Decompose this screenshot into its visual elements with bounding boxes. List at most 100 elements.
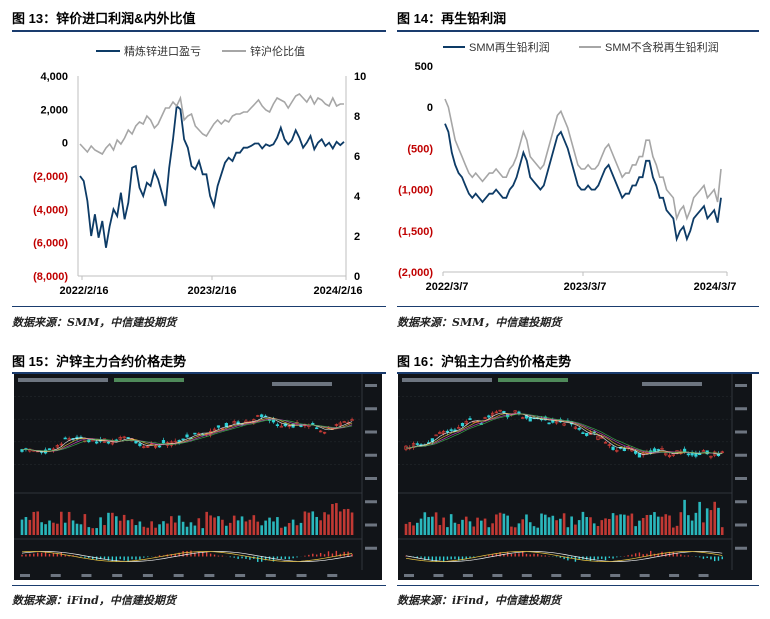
- chart-15-bottom-rule: [12, 585, 386, 586]
- volume-bar: [252, 515, 256, 535]
- volume-bar: [543, 514, 547, 535]
- candle-body: [55, 445, 59, 448]
- price-axis-stub: [365, 384, 377, 387]
- volume-bar: [577, 520, 581, 535]
- price-axis-stub: [365, 477, 377, 480]
- left-tick-label: 4,000: [40, 71, 68, 83]
- volume-bar: [40, 522, 43, 535]
- candle-body: [449, 429, 453, 431]
- volume-bar: [67, 511, 71, 535]
- volume-bar: [311, 511, 315, 535]
- volume-bar: [87, 527, 91, 535]
- date-axis-stub: [492, 574, 503, 577]
- candle-body: [311, 423, 315, 425]
- price-axis-stub: [735, 407, 747, 411]
- candle-body: [686, 453, 690, 456]
- volume-bar: [664, 514, 668, 535]
- volume-bar: [44, 524, 47, 535]
- volume-bar: [566, 527, 570, 535]
- volume-bar: [197, 518, 201, 535]
- price-axis-stub: [365, 523, 377, 527]
- volume-bar: [142, 526, 146, 535]
- moving-average-line: [21, 418, 353, 452]
- volume-bar: [138, 521, 142, 535]
- volume-bar: [189, 522, 193, 535]
- volume-bar: [244, 521, 248, 535]
- price-axis-stub: [735, 453, 747, 457]
- left-tick-label: (2,000): [33, 171, 68, 183]
- candle-body: [142, 446, 146, 449]
- x-tick-label: 2023/3/7: [564, 281, 607, 293]
- chart-13-rule: [12, 30, 386, 32]
- volume-bar: [99, 517, 102, 535]
- volume-bar: [331, 504, 334, 535]
- left-tick-label: (1,000): [398, 185, 433, 197]
- volume-bar: [551, 515, 555, 535]
- moving-average-line: [21, 417, 353, 452]
- candle-body: [334, 424, 338, 426]
- volume-bar: [502, 513, 506, 535]
- volume-bar: [166, 523, 169, 535]
- volume-bar: [626, 515, 630, 535]
- volume-bar: [438, 525, 442, 535]
- volume-bar: [217, 516, 220, 535]
- volume-bar: [408, 522, 412, 535]
- volume-bar: [698, 501, 701, 535]
- date-axis-stub: [265, 574, 276, 577]
- candle-body: [319, 430, 323, 433]
- volume-bar: [75, 523, 79, 535]
- volume-bar: [570, 516, 573, 535]
- volume-bar: [118, 520, 122, 535]
- candle-body: [122, 436, 126, 439]
- candle-body: [138, 443, 142, 446]
- candle-body: [181, 438, 185, 441]
- x-tick-label: 2022/2/16: [60, 285, 109, 296]
- candle-body: [236, 421, 240, 425]
- date-axis-stub: [404, 574, 414, 577]
- price-axis-stub: [365, 453, 377, 457]
- date-axis-stub: [296, 574, 307, 577]
- volume-bar: [615, 515, 619, 535]
- date-axis-stub: [669, 574, 680, 577]
- volume-bar: [574, 524, 577, 535]
- volume-bar: [468, 521, 472, 535]
- volume-bar: [335, 503, 338, 535]
- series-line-1: [444, 123, 722, 243]
- volume-bar: [536, 527, 540, 535]
- candle-body: [585, 432, 589, 436]
- volume-bar: [48, 520, 51, 535]
- candle-body: [596, 435, 600, 440]
- candle-body: [126, 437, 130, 439]
- header-text-stub: [18, 378, 108, 382]
- chart-16-source: 数据来源：iFind，中信建投期货: [397, 594, 561, 607]
- volume-bar: [236, 520, 240, 535]
- candle-body: [256, 415, 260, 417]
- volume-bar: [181, 521, 185, 535]
- legend-label-1: SMM再生铅利润: [469, 40, 550, 54]
- candle-body: [291, 423, 295, 428]
- volume-bar: [91, 528, 95, 535]
- candle-body: [664, 452, 668, 456]
- price-axis-stub: [735, 477, 747, 480]
- candle-body: [502, 411, 506, 413]
- candle-body: [603, 441, 608, 444]
- candle-body: [275, 424, 280, 426]
- volume-bar: [232, 515, 236, 535]
- left-tick-label: (8,000): [33, 271, 68, 283]
- candle-body: [457, 427, 461, 429]
- candle-body: [161, 440, 166, 444]
- date-axis-stub: [610, 574, 621, 577]
- candle-body: [547, 422, 551, 425]
- candle-body: [350, 419, 354, 421]
- candle-body: [118, 437, 122, 440]
- volume-bar: [495, 514, 498, 535]
- candle-body: [490, 412, 495, 417]
- volume-bar: [52, 522, 55, 535]
- volume-bar: [122, 514, 126, 535]
- volume-bar: [170, 516, 173, 535]
- volume-bar: [193, 525, 197, 535]
- volume-bar: [342, 509, 346, 535]
- volume-bar: [521, 519, 525, 535]
- right-tick-label: 4: [354, 191, 361, 203]
- chart-14-source: 数据来源：SMM，中信建投期货: [397, 316, 562, 329]
